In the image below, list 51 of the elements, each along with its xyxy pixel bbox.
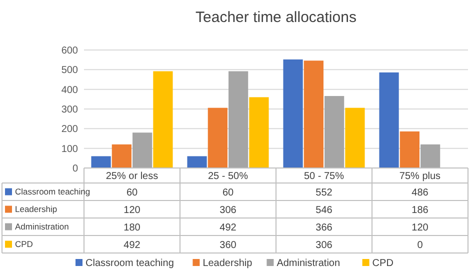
bar <box>91 156 111 168</box>
data-label: 120 <box>124 204 141 216</box>
data-label: 366 <box>316 222 333 234</box>
bar <box>249 97 269 168</box>
bar <box>228 71 248 168</box>
data-label: 120 <box>412 222 429 234</box>
data-label: 492 <box>220 222 237 234</box>
data-label: 306 <box>220 204 237 216</box>
bar <box>345 108 365 168</box>
data-label: 0 <box>417 240 424 251</box>
chart-title: Teacher time allocations <box>196 9 356 26</box>
x-tick-label: 25% or less <box>106 171 158 182</box>
bar <box>283 59 303 168</box>
bar <box>153 71 173 168</box>
y-tick-label: 600 <box>61 46 78 56</box>
y-tick-label: 500 <box>61 65 78 76</box>
bar <box>400 131 420 168</box>
x-tick-label: 50 - 75% <box>304 171 344 182</box>
bar <box>379 72 399 168</box>
data-label: 486 <box>412 187 429 198</box>
data-label: 60 <box>126 187 138 198</box>
data-label: 306 <box>316 240 333 251</box>
bar <box>112 144 132 168</box>
x-tick-label: 75% plus <box>399 171 441 182</box>
bar <box>420 144 440 168</box>
data-label: 60 <box>222 187 234 198</box>
data-label: 180 <box>124 222 141 234</box>
data-label: 552 <box>316 187 333 198</box>
legend-label: CPD <box>372 258 394 269</box>
legend-label: Leadership <box>15 204 58 214</box>
y-tick-label: 300 <box>61 104 78 116</box>
x-tick-label: 25 - 50% <box>208 171 248 182</box>
bar <box>208 108 228 168</box>
text: Administration <box>276 258 340 269</box>
bar <box>304 60 324 168</box>
bar <box>324 96 344 168</box>
data-label: 360 <box>220 240 237 251</box>
y-tick-label: 200 <box>61 124 78 136</box>
bar <box>187 156 207 168</box>
data-label: 492 <box>124 240 141 251</box>
data-label: 546 <box>316 204 333 216</box>
y-tick-label: 400 <box>61 84 78 96</box>
y-tick-label: 100 <box>61 144 78 155</box>
text: Leadership <box>202 258 252 269</box>
text: CPD <box>15 239 33 250</box>
text: Classroom teaching <box>86 258 174 269</box>
legend-label: Classroom teaching <box>15 186 90 197</box>
legend-label: Administration <box>15 222 70 232</box>
data-label: 186 <box>412 204 429 216</box>
y-tick-label: 0 <box>72 164 78 174</box>
bar <box>132 132 152 168</box>
